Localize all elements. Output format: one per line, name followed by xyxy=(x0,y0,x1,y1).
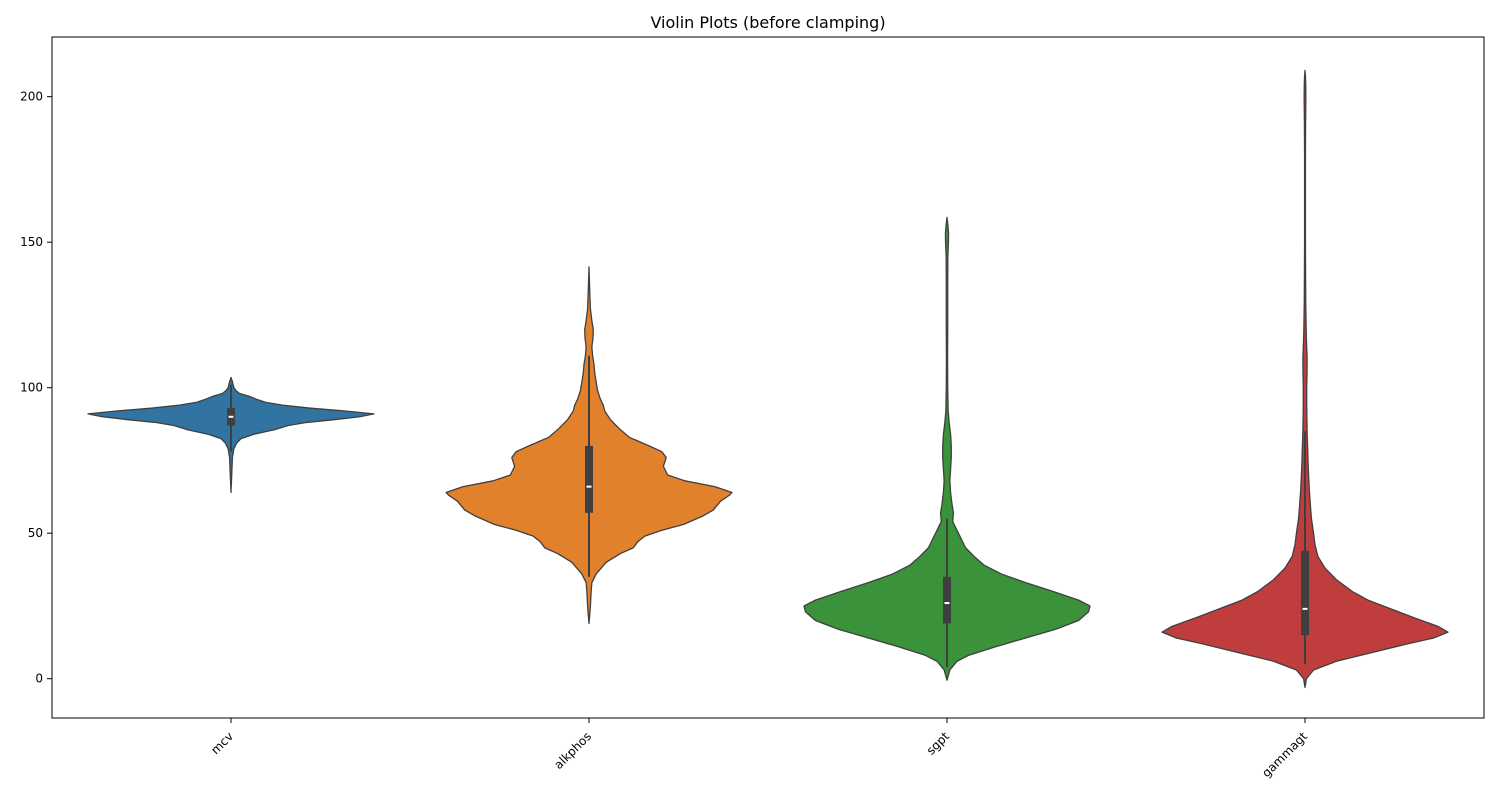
iqr-box-sgpt xyxy=(943,576,951,624)
y-tick-label: 100 xyxy=(20,381,43,395)
iqr-box-gammagt xyxy=(1301,550,1309,636)
plot-frame xyxy=(51,36,1485,719)
chart-title: Violin Plots (before clamping) xyxy=(650,13,885,32)
x-tick-label-gammagt: gammagt xyxy=(1259,729,1310,780)
violins-group xyxy=(87,69,1449,689)
x-tick-label-sgpt: sgpt xyxy=(924,729,953,758)
violin-sgpt xyxy=(803,216,1091,681)
y-tick-label: 50 xyxy=(28,526,43,540)
violin-gammagt xyxy=(1161,69,1449,689)
x-axis: mcv alkphos sgpt gammagt xyxy=(208,718,1310,780)
y-tick-label: 150 xyxy=(20,235,43,249)
iqr-box-alkphos xyxy=(585,445,593,513)
x-tick-label-mcv: mcv xyxy=(208,729,236,757)
y-axis: 0 50 100 150 200 xyxy=(20,90,52,686)
y-tick-label: 0 xyxy=(35,672,43,686)
x-tick-label-alkphos: alkphos xyxy=(551,729,594,772)
y-tick-label: 200 xyxy=(20,90,43,104)
